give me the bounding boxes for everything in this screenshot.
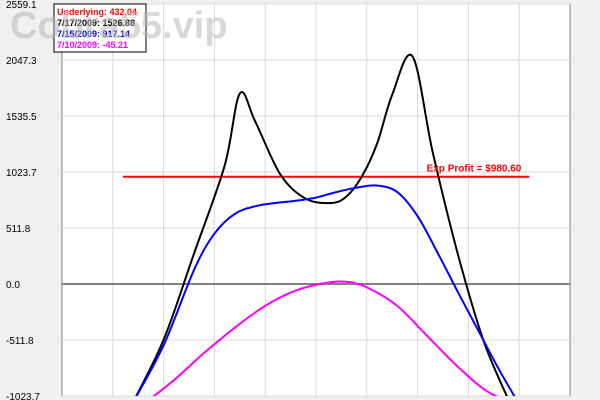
- y-tick-label: 2047.3: [6, 56, 37, 67]
- y-tick-label: 2559.1: [6, 0, 37, 11]
- annotations: Exp Profit = $980.60: [427, 164, 522, 175]
- series-lines: [135, 53, 516, 396]
- y-tick-label: 1023.7: [6, 168, 37, 179]
- y-tick-label: 511.8: [6, 224, 31, 235]
- series-line-7-15-2009: [135, 184, 516, 396]
- watermark-text: Cobra55.vip: [10, 5, 228, 47]
- y-tick-label: 0.0: [6, 280, 20, 291]
- y-tick-label: -511.8: [6, 336, 34, 347]
- series-line-7-17-2009: [135, 53, 508, 396]
- series-line-7-10-2009: [152, 280, 499, 396]
- legend: Underlying: 432.047/17/2009: 1526.887/15…: [53, 3, 147, 53]
- y-tick-label: -1023.7: [6, 392, 40, 400]
- y-tick-label: 1535.5: [6, 112, 37, 123]
- legend-entry: 7/10/2009: -45.21: [57, 40, 128, 50]
- legend-box: [53, 3, 147, 53]
- legend-entry: 7/15/2009: 917.14: [57, 29, 130, 39]
- legend-entry: Underlying: 432.04: [57, 7, 137, 17]
- legend-entry: 7/17/2009: 1526.88: [57, 18, 135, 28]
- exp-profit-label: Exp Profit = $980.60: [427, 164, 522, 175]
- y-axis-ticks: 2559.1 2047.3 1535.5 1023.7 511.8 0.0 -511.8 -1…: [6, 0, 40, 400]
